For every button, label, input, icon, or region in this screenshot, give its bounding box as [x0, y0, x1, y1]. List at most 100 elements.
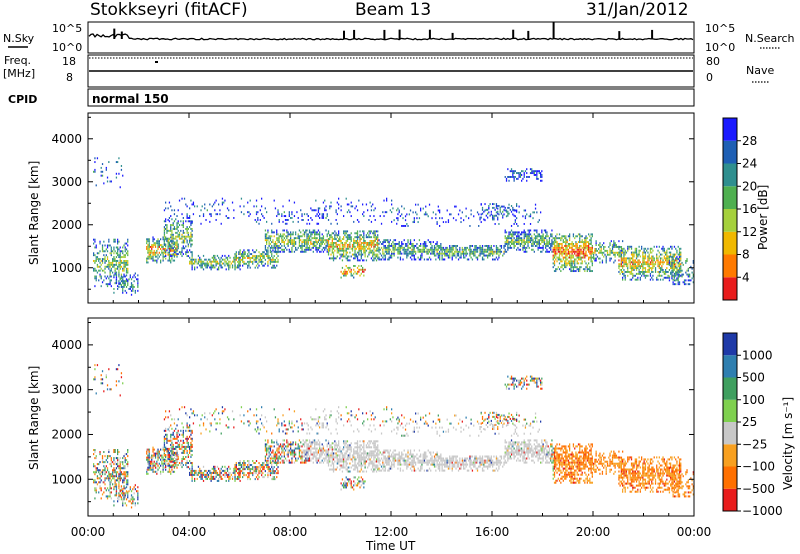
power-cell	[359, 268, 361, 271]
power-cell	[355, 232, 357, 235]
power-cell	[350, 240, 352, 242]
power-cell	[319, 243, 321, 245]
power-cell	[384, 254, 386, 257]
power-cell	[507, 206, 509, 209]
power-cell	[632, 261, 634, 264]
velocity-cell	[178, 445, 181, 448]
power-cell	[570, 254, 572, 257]
power-cell	[331, 257, 333, 260]
power-cell	[277, 258, 279, 261]
power-cell	[94, 260, 96, 262]
power-cell	[282, 239, 284, 242]
power-cell	[170, 245, 172, 248]
power-cell	[368, 219, 370, 221]
velocity-cell	[130, 506, 133, 509]
power-cell	[523, 229, 525, 232]
power-cell	[261, 258, 263, 261]
power-cell	[399, 256, 402, 259]
power-cell	[498, 248, 500, 251]
power-cell	[312, 229, 314, 232]
power-cell	[253, 205, 255, 208]
power-cell	[479, 250, 481, 253]
power-cell	[373, 230, 375, 233]
power-cell	[387, 258, 389, 261]
power-cell	[658, 265, 660, 268]
power-cell	[524, 246, 527, 249]
power-cell	[393, 246, 395, 249]
power-cell	[124, 280, 126, 283]
power-cell	[228, 266, 230, 269]
velocity-cell	[99, 477, 101, 480]
power-cell	[661, 253, 663, 256]
power-cell	[315, 237, 317, 240]
power-cell	[355, 242, 357, 244]
power-cell	[558, 256, 561, 259]
power-cell	[681, 269, 683, 272]
power-cell	[261, 260, 263, 263]
power-cell	[657, 265, 659, 268]
power-cell	[120, 284, 123, 287]
power-cell	[264, 235, 267, 238]
power-cell	[613, 242, 615, 245]
power-cell	[470, 248, 472, 251]
power-cell	[151, 246, 153, 248]
power-cell	[220, 222, 222, 225]
power-cell	[261, 205, 263, 208]
power-cell	[119, 267, 121, 270]
power-cell	[353, 268, 355, 271]
power-cell	[686, 269, 688, 272]
power-cell	[389, 254, 391, 257]
power-cell	[162, 236, 164, 239]
power-cell	[623, 261, 625, 264]
power-cell	[187, 243, 189, 246]
power-cell	[417, 246, 419, 249]
power-cell	[343, 251, 345, 254]
velocity-cell	[171, 449, 173, 452]
power-cell	[197, 262, 200, 265]
power-cell	[495, 205, 498, 207]
power-cell	[524, 233, 527, 236]
velocity-cell	[173, 435, 176, 438]
power-cell	[596, 249, 599, 252]
power-cell	[541, 246, 543, 249]
velocity-cell	[176, 449, 178, 452]
power-cell	[666, 271, 668, 273]
power-cell	[369, 251, 371, 254]
power-cell	[173, 220, 176, 223]
power-cell	[610, 240, 612, 243]
power-cell	[300, 245, 302, 247]
power-cell	[258, 260, 260, 263]
power-cell	[611, 246, 614, 248]
power-cell	[99, 265, 101, 268]
power-cell	[257, 211, 259, 214]
power-cell	[629, 278, 631, 281]
power-cell	[254, 251, 256, 254]
velocity-cell	[177, 443, 179, 446]
power-cell	[205, 219, 207, 221]
velocity-cell	[163, 429, 166, 432]
velocity-cell	[98, 469, 100, 472]
power-cell	[205, 258, 207, 261]
power-cell	[644, 247, 647, 250]
power-cell	[162, 246, 164, 248]
power-cell	[658, 261, 660, 264]
power-cell	[316, 237, 318, 240]
power-cell	[356, 219, 359, 221]
power-cell	[177, 247, 179, 250]
power-cell	[685, 279, 687, 282]
power-cell	[630, 265, 633, 268]
power-cell	[519, 243, 522, 245]
power-cell	[553, 239, 556, 242]
power-cell	[276, 250, 278, 253]
power-cell	[671, 275, 673, 278]
power-cell	[685, 271, 687, 274]
power-cell	[117, 242, 119, 245]
velocity-cell	[108, 479, 110, 482]
power-cell	[497, 212, 499, 215]
power-cell	[239, 256, 241, 259]
power-cell	[296, 211, 298, 214]
power-cell	[95, 275, 97, 278]
power-cell	[355, 205, 357, 208]
power-cell	[392, 241, 394, 244]
power-cell	[455, 205, 457, 208]
